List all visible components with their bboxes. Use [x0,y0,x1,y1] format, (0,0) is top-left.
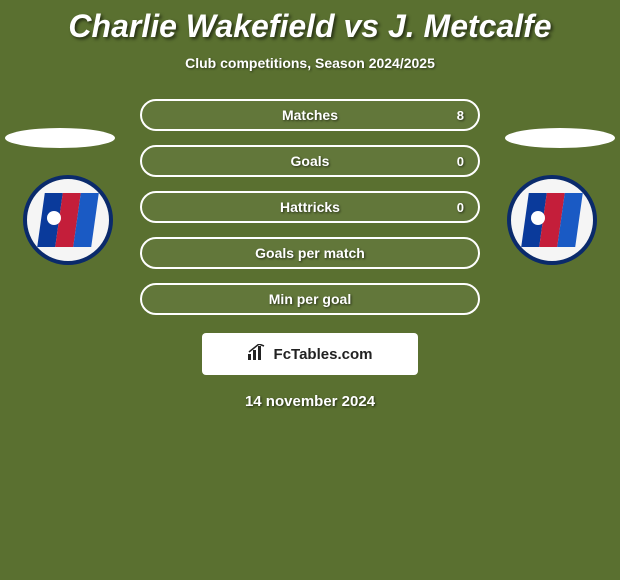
stat-row-goals: Goals 0 [140,145,480,177]
stat-value-right: 8 [457,108,464,123]
stat-label: Hattricks [142,199,478,215]
chart-icon [248,344,268,365]
club-badge-inner [41,193,95,247]
stat-value-right: 0 [457,200,464,215]
player-photo-placeholder-right [505,128,615,148]
stat-row-goals-per-match: Goals per match [140,237,480,269]
player-photo-placeholder-left [5,128,115,148]
stat-label: Matches [142,107,478,123]
stat-label: Goals [142,153,478,169]
subtitle: Club competitions, Season 2024/2025 [0,55,620,71]
stat-label: Min per goal [142,291,478,307]
date-text: 14 november 2024 [0,393,620,410]
club-badge-right [507,175,597,265]
stats-container: Matches 8 Goals 0 Hattricks 0 Goals per … [140,99,480,315]
brand-text: FcTables.com [274,346,373,363]
stat-row-hattricks: Hattricks 0 [140,191,480,223]
page-title: Charlie Wakefield vs J. Metcalfe [0,0,620,45]
stat-row-min-per-goal: Min per goal [140,283,480,315]
stat-label: Goals per match [142,245,478,261]
brand-attribution[interactable]: FcTables.com [202,333,418,375]
stat-value-right: 0 [457,154,464,169]
stat-row-matches: Matches 8 [140,99,480,131]
club-badge-left [23,175,113,265]
club-badge-inner [525,193,579,247]
